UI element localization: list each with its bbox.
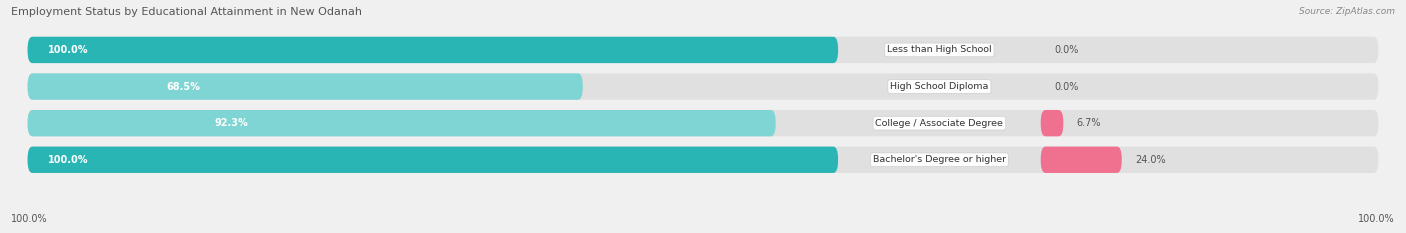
Text: High School Diploma: High School Diploma <box>890 82 988 91</box>
FancyBboxPatch shape <box>28 147 1378 173</box>
Text: Employment Status by Educational Attainment in New Odanah: Employment Status by Educational Attainm… <box>11 7 363 17</box>
FancyBboxPatch shape <box>28 37 1378 63</box>
FancyBboxPatch shape <box>1040 110 1063 136</box>
Text: 0.0%: 0.0% <box>1054 45 1078 55</box>
Text: College / Associate Degree: College / Associate Degree <box>876 119 1004 128</box>
Text: 24.0%: 24.0% <box>1135 155 1166 165</box>
Text: Source: ZipAtlas.com: Source: ZipAtlas.com <box>1299 7 1395 16</box>
Text: 92.3%: 92.3% <box>215 118 249 128</box>
FancyBboxPatch shape <box>28 147 838 173</box>
Text: Less than High School: Less than High School <box>887 45 991 55</box>
Text: 100.0%: 100.0% <box>11 214 48 224</box>
Text: 0.0%: 0.0% <box>1054 82 1078 92</box>
Text: 68.5%: 68.5% <box>166 82 200 92</box>
Text: 100.0%: 100.0% <box>48 45 89 55</box>
Text: Bachelor's Degree or higher: Bachelor's Degree or higher <box>873 155 1005 164</box>
FancyBboxPatch shape <box>28 110 776 136</box>
Text: 100.0%: 100.0% <box>48 155 89 165</box>
FancyBboxPatch shape <box>28 110 1378 136</box>
FancyBboxPatch shape <box>28 73 582 100</box>
FancyBboxPatch shape <box>28 37 838 63</box>
Text: 6.7%: 6.7% <box>1077 118 1101 128</box>
Text: 100.0%: 100.0% <box>1358 214 1395 224</box>
FancyBboxPatch shape <box>1040 147 1122 173</box>
FancyBboxPatch shape <box>28 73 1378 100</box>
